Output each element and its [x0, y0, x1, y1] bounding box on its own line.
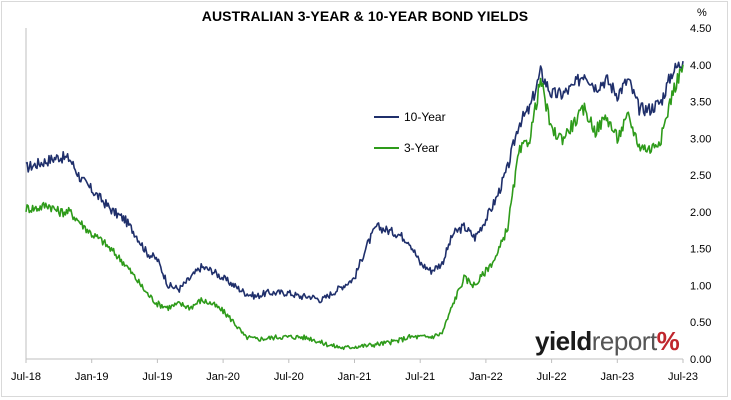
legend-label: 10-Year	[404, 110, 446, 124]
x-tick-label: Jan-20	[206, 371, 240, 383]
y-tick-label: 3.50	[690, 97, 711, 109]
x-tick-label: Jul-19	[142, 371, 172, 383]
y-tick-label: 1.50	[690, 244, 711, 256]
x-tick-label: Jul-21	[405, 371, 435, 383]
x-tick-label: Jan-19	[75, 371, 109, 383]
x-tick-label: Jul-20	[274, 371, 304, 383]
x-tick-label: Jul-22	[537, 371, 567, 383]
y-unit-label: %	[697, 7, 707, 19]
x-tick-label: Jan-23	[600, 371, 634, 383]
y-tick-label: 1.00	[690, 280, 711, 292]
yieldreport-logo: yieldreport%	[535, 326, 680, 356]
chart-title: AUSTRALIAN 3-YEAR & 10-YEAR BOND YIELDS	[201, 8, 529, 24]
y-tick-label: 0.00	[690, 354, 711, 366]
y-tick-label: 3.00	[690, 133, 711, 145]
series-line-3-year	[25, 64, 684, 351]
y-tick-label: 2.50	[690, 170, 711, 182]
series-line-10-year	[25, 60, 684, 304]
y-tick-label: 2.00	[690, 207, 711, 219]
y-tick-label: 0.50	[690, 317, 711, 329]
x-tick-label: Jul-18	[11, 371, 41, 383]
y-tick-label: 4.50	[690, 23, 711, 35]
x-tick-label: Jan-22	[469, 371, 503, 383]
x-tick-label: Jan-21	[338, 371, 372, 383]
legend-label: 3-Year	[404, 141, 439, 155]
x-tick-label: Jul-23	[668, 371, 698, 383]
y-tick-label: 4.00	[690, 60, 711, 72]
